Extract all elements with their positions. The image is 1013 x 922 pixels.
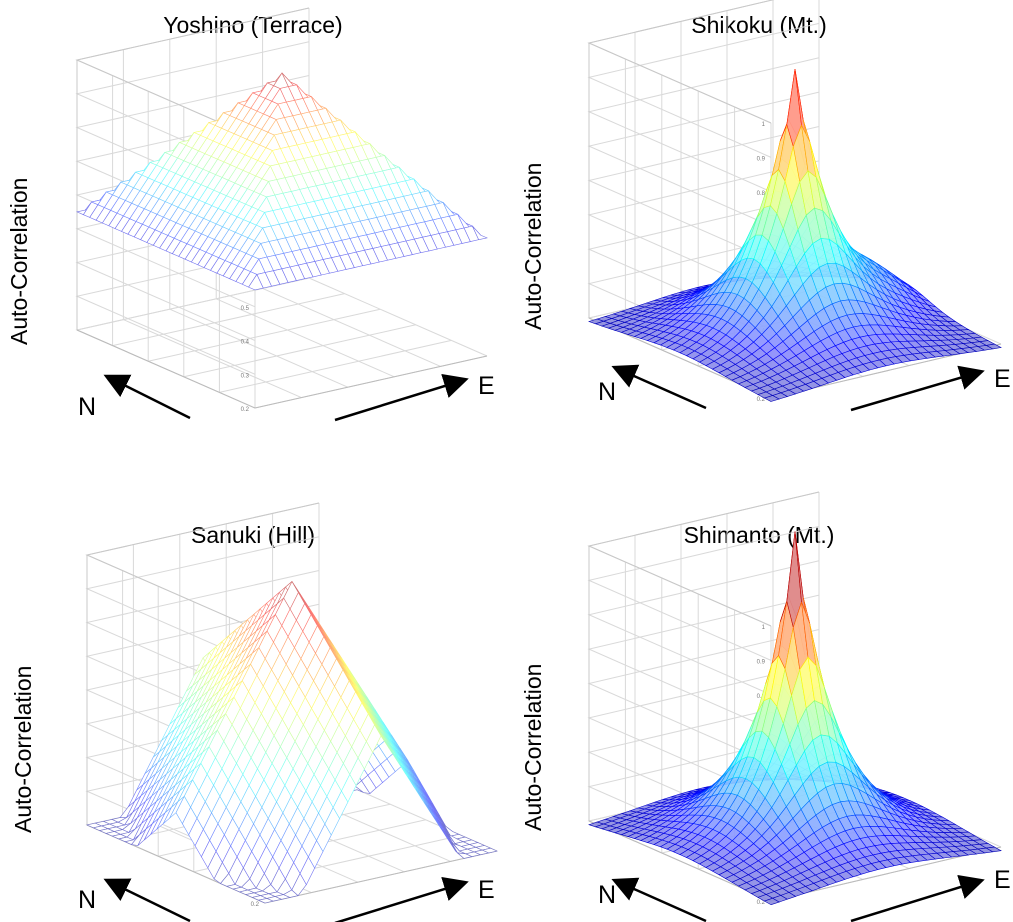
z-tick-label: 0.9 [757,156,766,162]
grid-line [183,324,416,378]
chart-title: Sanuki (Hill) [191,522,315,548]
z-tick-label: 0.2 [757,397,766,403]
north-arrow [103,878,191,922]
panel-shimanto: Shimanto (Mt.) 0.20.30.40.50.60.70.80.91… [506,461,1012,922]
surface-mesh [76,72,488,291]
axes-frame [587,491,820,627]
n-direction-label: N [78,886,97,914]
grid-line [123,319,302,399]
grid-line [169,308,349,388]
surface-cell [985,343,1002,350]
surface-plot-yoshino: 0.20.30.40.50.60.70.80.91 [75,7,488,422]
east-arrow [334,876,469,922]
grid-line [587,0,775,124]
z-axis-label: Auto-Correlation [10,665,36,833]
surface-mesh [588,531,1002,906]
panel-yoshino: Yoshino (Terrace) 0.20.30.40.50.60.70.80… [0,0,506,461]
north-arrow [103,374,191,420]
z-tick-label: 1 [762,122,766,128]
surface-plot-shikoku: 0.20.30.40.50.60.70.80.91 [587,0,1002,412]
surface-cell [481,847,498,854]
grid-line [112,293,345,347]
east-arrow [850,365,985,412]
east-arrow [850,874,985,922]
z-axis-label: Auto-Correlation [520,162,546,330]
axes-frame [587,0,775,124]
direction-arrows [103,373,469,422]
e-direction-label: E [994,365,1011,393]
z-tick-label: 0.2 [241,407,250,413]
surface-mesh [86,580,498,904]
direction-arrows [611,874,985,922]
grid-line [75,277,310,409]
surface-cell [472,225,488,241]
e-direction-label: E [994,866,1011,894]
north-arrow [611,364,707,410]
n-direction-label: N [78,393,97,421]
grid-line [219,339,452,393]
grid-line [148,308,381,362]
z-tick-label: 0.8 [757,191,766,197]
direction-arrows [103,876,469,922]
z-tick-label: 0.2 [251,902,260,908]
surface-plot-shimanto: 0.20.30.40.50.60.70.80.91 [587,491,1002,922]
z-tick-label: 1 [762,625,766,631]
panel-sanuki: Sanuki (Hill) 0.20.30.40.50.60.70.80.91 … [0,461,506,922]
z-tick-label: 0.4 [241,340,250,346]
z-tick-label: 0.3 [241,373,250,379]
panel-shikoku: Shikoku (Mt.) 0.20.30.40.50.60.70.80.91 … [506,0,1012,461]
n-direction-label: N [598,378,617,406]
chart-title: Shimanto (Mt.) [683,522,835,548]
grid-line [308,277,488,357]
e-direction-label: E [478,372,495,400]
north-arrow [611,877,707,922]
surface-plot-sanuki: 0.20.30.40.50.60.70.80.91 [85,502,498,922]
axes-frame [76,329,488,409]
z-axis-label: Auto-Correlation [6,177,32,345]
z-tick-label: 0.9 [757,659,766,665]
surface-mesh [588,69,1002,402]
grid-line [215,298,395,378]
z-axis-label: Auto-Correlation [520,663,546,831]
chart-title: Shikoku (Mt.) [691,12,827,38]
z-tick-label: 0.5 [241,306,250,312]
grid-line [262,287,441,367]
east-arrow [334,373,469,422]
direction-arrows [611,364,985,412]
e-direction-label: E [478,876,495,904]
z-tick-label: 0.2 [757,900,766,906]
surface-cell [985,846,1002,853]
z-tick-label: 0.8 [757,694,766,700]
n-direction-label: N [598,881,617,909]
grid-line [587,491,820,627]
